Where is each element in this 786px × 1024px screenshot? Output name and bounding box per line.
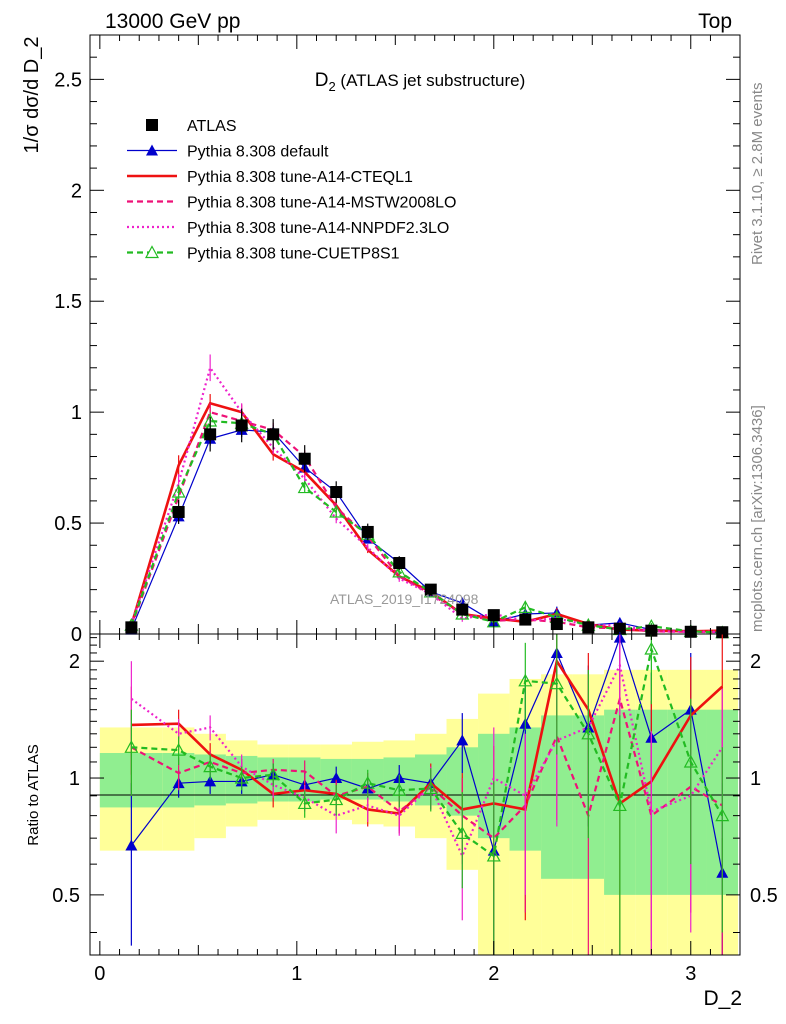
- ratio-series-marker: [486, 848, 501, 862]
- data-point: [424, 583, 437, 596]
- ratio-series-group: [124, 631, 730, 955]
- ratio-series-marker: [297, 796, 312, 810]
- main-series-marker: [392, 564, 407, 578]
- ratio-ytick-label: 2: [69, 651, 80, 673]
- ratio-ytick-label-right: 0.5: [750, 885, 778, 907]
- main-ytick-label: 0: [71, 624, 82, 646]
- ratio-series-marker: [612, 798, 627, 812]
- legend-label: Pythia 8.308 tune-A14-CTEQL1: [187, 169, 413, 186]
- main-ytick-label: 0.5: [54, 513, 82, 535]
- main-title-rest: (ATLAS jet substructure): [336, 71, 526, 90]
- ratio-ylabel: Ratio to ATLAS: [25, 744, 42, 845]
- ratio-series-marker: [549, 676, 564, 690]
- ratio-series-marker: [234, 770, 249, 784]
- ratio-panel: 0.5 0.5 1 1 2 2 0 1 2 3 Ratio to ATLAS D_2: [25, 631, 778, 1010]
- ratio-series-marker: [518, 673, 533, 687]
- ratio-ytick-label-right: 1: [750, 768, 761, 790]
- x-tick-label: 2: [488, 963, 499, 985]
- ratio-series-marker: [455, 826, 470, 840]
- x-tick-label: 1: [291, 963, 302, 985]
- header-energy: 13000 GeV pp: [105, 10, 240, 33]
- data-point: [393, 557, 406, 570]
- ratio-series-marker: [330, 772, 343, 784]
- data-point: [361, 525, 374, 538]
- x-tick-label: 0: [94, 963, 105, 985]
- ratio-series-marker: [329, 792, 344, 806]
- main-ylabel: 1/σ dσ/d D_2: [21, 37, 43, 154]
- ratio-series-marker: [392, 783, 407, 796]
- data-point: [298, 452, 311, 465]
- legend-label: ATLAS: [187, 118, 237, 135]
- ratio-series-marker: [203, 759, 218, 773]
- main-title-subscript: 2: [328, 79, 335, 94]
- rivet-version-text: Rivet 3.1.10, ≥ 2.8M events: [749, 83, 766, 266]
- legend-marker-square: [146, 119, 158, 131]
- legend-label: Pythia 8.308 tune-A14-MSTW2008LO: [187, 195, 456, 212]
- data-point: [487, 609, 500, 622]
- legend-label: Pythia 8.308 tune-CUETP8S1: [187, 246, 400, 263]
- data-point: [204, 428, 217, 441]
- x-tick-label: 3: [685, 963, 696, 985]
- main-series-marker: [329, 504, 344, 518]
- main-ytick-label: 1.5: [54, 291, 82, 313]
- data-point: [550, 618, 563, 631]
- data-point: [330, 486, 343, 499]
- main-series-marker: [518, 600, 533, 613]
- legend: ATLAS Pythia 8.308 default Pythia 8.308 tu…: [127, 118, 456, 263]
- ratio-series-marker: [581, 726, 596, 740]
- ratio-series-marker: [266, 767, 281, 781]
- main-ytick-label: 2: [71, 180, 82, 202]
- ratio-series-marker: [683, 754, 698, 768]
- analysis-tag: ATLAS_2019_I1724098: [330, 591, 479, 607]
- legend-label: Pythia 8.308 tune-A14-NNPDF2.3LO: [187, 220, 449, 237]
- ratio-series-marker: [125, 839, 138, 851]
- main-ytick-label: 1: [71, 402, 82, 424]
- ratio-series-marker: [204, 775, 217, 787]
- ratio-ytick-label: 0.5: [52, 885, 80, 907]
- ratio-tick-group: 0.5 0.5 1 1 2 2 0 1 2 3: [52, 634, 778, 985]
- legend-marker-open-triangle: [144, 245, 160, 259]
- ratio-series-marker: [124, 740, 139, 753]
- ratio-series-marker: [715, 808, 730, 822]
- legend-marker-triangle: [146, 144, 158, 156]
- x-axis-label: D_2: [703, 987, 742, 1010]
- main-title-d: D: [315, 70, 329, 91]
- main-ytick-label: 2.5: [54, 69, 82, 91]
- data-point: [267, 428, 280, 441]
- ratio-series-marker: [644, 641, 659, 655]
- data-point: [235, 419, 248, 432]
- main-title: D2 (ATLAS jet substructure): [315, 70, 526, 94]
- main-panel: 00.511.522.5 D2 (ATLAS jet substructure)…: [21, 34, 741, 646]
- ratio-series-marker: [171, 742, 186, 756]
- ratio-series-marker: [456, 734, 469, 746]
- ratio-ytick-label-right: 2: [750, 651, 761, 673]
- data-point: [172, 505, 185, 518]
- ratio-series-marker: [360, 775, 375, 789]
- main-tick-group: 0 0.5 1 1.5 2 2.5: [54, 34, 740, 646]
- data-point: [582, 621, 595, 634]
- ratio-band-inner: [667, 709, 707, 895]
- main-series-marker: [171, 484, 186, 498]
- data-point: [125, 621, 138, 634]
- data-point: [613, 622, 626, 635]
- data-point: [519, 613, 532, 626]
- main-series-group: [124, 354, 730, 639]
- data-point: [456, 603, 469, 616]
- ratio-series-marker: [423, 781, 438, 795]
- ratio-ytick-label: 1: [69, 768, 80, 790]
- mcplots-credit-text: mcplots.cern.ch [arXiv:1306.3436]: [749, 405, 766, 632]
- ratio-uncertainty-bands: [99, 669, 739, 955]
- data-point: [716, 626, 729, 639]
- header-process: Top: [698, 10, 732, 33]
- legend-label: Pythia 8.308 default: [187, 144, 329, 161]
- main-series-marker: [297, 480, 312, 494]
